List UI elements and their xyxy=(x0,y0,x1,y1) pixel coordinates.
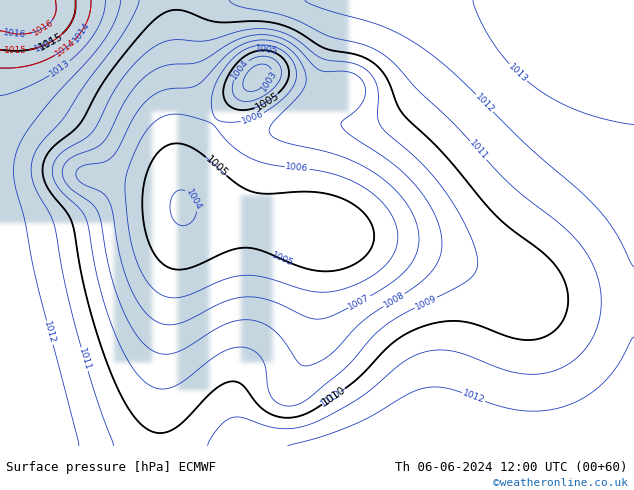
Text: 1010: 1010 xyxy=(320,385,347,408)
Text: 1014: 1014 xyxy=(71,20,91,44)
Text: ©weatheronline.co.uk: ©weatheronline.co.uk xyxy=(493,478,628,488)
Text: 1004: 1004 xyxy=(230,58,250,81)
Text: 1015: 1015 xyxy=(4,47,27,55)
Text: Th 06-06-2024 12:00 UTC (00+60): Th 06-06-2024 12:00 UTC (00+60) xyxy=(395,462,628,474)
Text: 1003: 1003 xyxy=(259,69,279,93)
Text: 1016: 1016 xyxy=(31,18,56,38)
Text: 1014: 1014 xyxy=(53,38,77,59)
Text: 1015: 1015 xyxy=(37,31,65,53)
Text: 1007: 1007 xyxy=(347,293,372,311)
Text: 1011: 1011 xyxy=(467,139,489,162)
Text: 1005: 1005 xyxy=(271,251,295,269)
Text: 1010: 1010 xyxy=(318,389,342,409)
Text: Surface pressure [hPa] ECMWF: Surface pressure [hPa] ECMWF xyxy=(6,462,216,474)
Text: 1006: 1006 xyxy=(285,162,309,173)
Text: 1012: 1012 xyxy=(474,92,496,115)
Text: 1004: 1004 xyxy=(184,187,204,212)
Text: 1005: 1005 xyxy=(253,91,281,113)
Text: 1013: 1013 xyxy=(48,58,72,79)
Text: 1015: 1015 xyxy=(33,36,58,53)
Text: 1005: 1005 xyxy=(203,154,230,179)
Text: 1011: 1011 xyxy=(77,347,92,371)
Text: 1008: 1008 xyxy=(382,290,406,310)
Text: 1012: 1012 xyxy=(461,389,486,405)
Text: 1006: 1006 xyxy=(240,110,265,126)
Text: 1012: 1012 xyxy=(42,320,57,345)
Text: 1009: 1009 xyxy=(413,294,438,312)
Text: 1016: 1016 xyxy=(3,28,26,39)
Text: 1005: 1005 xyxy=(255,45,279,56)
Text: 1013: 1013 xyxy=(507,61,529,84)
